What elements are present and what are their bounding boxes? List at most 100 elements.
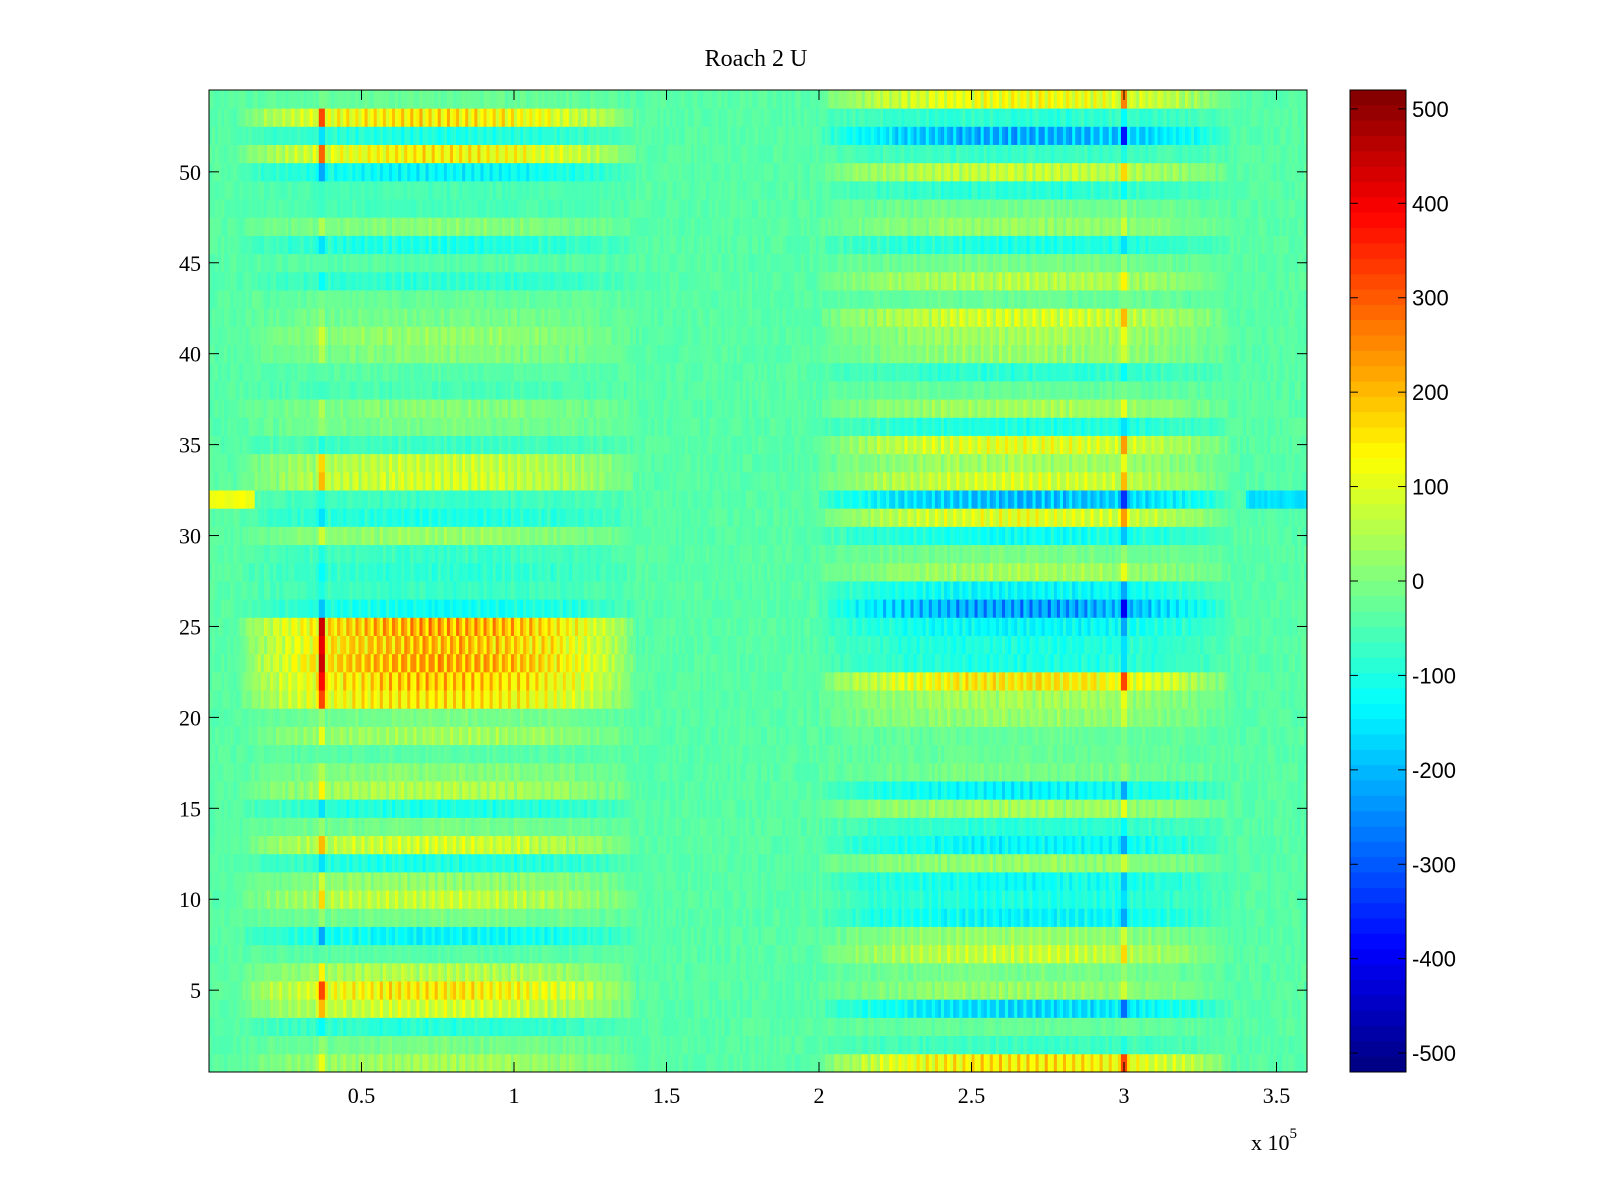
heatmap-cell (1096, 871, 1100, 891)
heatmap-cell (693, 944, 698, 964)
heatmap-cell (297, 1017, 301, 1037)
heatmap-cell (950, 1035, 954, 1055)
heatmap-cell (767, 853, 771, 873)
heatmap-cell (507, 1035, 512, 1055)
heatmap-cell (1120, 926, 1125, 946)
heatmap-cell (739, 1053, 744, 1073)
heatmap-cell (1151, 926, 1155, 946)
heatmap-cell (224, 981, 228, 1000)
heatmap-cell (486, 1017, 490, 1037)
heatmap-cell (636, 1035, 640, 1055)
heatmap-cell (886, 999, 890, 1018)
heatmap-cell (1111, 835, 1116, 855)
heatmap-cell (593, 981, 597, 1000)
heatmap-cell (1069, 853, 1073, 873)
heatmap-cell (1023, 871, 1027, 891)
heatmap-cell (410, 890, 414, 909)
heatmap-cell (428, 1017, 433, 1037)
heatmap-cell (1194, 999, 1198, 1018)
heatmap-cell (1011, 999, 1015, 1018)
heatmap-cell (1300, 999, 1305, 1018)
heatmap-cell (724, 871, 728, 891)
heatmap-cell (273, 1035, 277, 1055)
heatmap-cell (1044, 981, 1049, 1000)
heatmap-cell (831, 908, 835, 927)
heatmap-cell (745, 871, 750, 891)
heatmap-cell (742, 1035, 747, 1055)
heatmap-cell (279, 962, 283, 982)
heatmap-cell (541, 926, 545, 946)
heatmap-cell (1029, 981, 1033, 1000)
heatmap-cell (1151, 962, 1155, 982)
heatmap-cell (453, 1035, 457, 1055)
heatmap-cell (578, 890, 582, 909)
heatmap-cell (492, 999, 497, 1018)
heatmap-cell (1032, 1053, 1036, 1073)
heatmap-cell (1279, 944, 1283, 964)
heatmap-cell (364, 926, 368, 946)
heatmap-cell (1300, 1017, 1305, 1037)
heatmap-cell (1148, 926, 1152, 946)
heatmap-cell (602, 890, 606, 909)
heatmap-cell (1303, 944, 1308, 964)
heatmap-cell (919, 853, 924, 873)
heatmap-cell (1056, 999, 1061, 1018)
heatmap-cell (209, 1035, 213, 1055)
heatmap-cell (446, 871, 451, 891)
heatmap-cell (407, 1035, 411, 1055)
heatmap-cell (883, 1017, 887, 1037)
heatmap-cell (605, 890, 609, 909)
heatmap-cell (535, 890, 539, 909)
heatmap-cell (312, 871, 317, 891)
heatmap-cell (309, 1053, 314, 1073)
heatmap-cell (1096, 999, 1100, 1018)
heatmap-cell (492, 1017, 497, 1037)
heatmap-cell (318, 853, 323, 873)
heatmap-cell (941, 926, 945, 946)
heatmap-cell (849, 817, 853, 836)
heatmap-cell (1117, 944, 1122, 964)
heatmap-cell (1267, 853, 1271, 873)
heatmap-cell (1035, 1035, 1039, 1055)
heatmap-cell (773, 1017, 777, 1037)
heatmap-cell (1133, 1053, 1137, 1073)
heatmap-cell (1291, 981, 1296, 1000)
heatmap-cell (254, 944, 259, 964)
heatmap-cell (846, 1017, 850, 1037)
heatmap-cell (547, 981, 551, 1000)
heatmap-cell (303, 908, 307, 927)
heatmap-cell (419, 999, 423, 1018)
heatmap-cell (1236, 853, 1241, 873)
heatmap-cell (953, 908, 957, 927)
heatmap-cell (571, 871, 576, 891)
heatmap-cell (678, 890, 683, 909)
heatmap-cell (1056, 853, 1061, 873)
heatmap-cell (614, 1035, 619, 1055)
heatmap-cell (520, 853, 524, 873)
heatmap-cell (550, 1053, 555, 1073)
heatmap-cell (761, 944, 765, 964)
heatmap-cell (794, 999, 799, 1018)
heatmap-cell (1124, 962, 1128, 982)
heatmap-cell (995, 908, 1000, 927)
heatmap-cell (233, 962, 237, 982)
heatmap-cell (224, 817, 228, 836)
heatmap-cell (1014, 999, 1018, 1018)
heatmap-cell (1105, 1035, 1110, 1055)
heatmap-cell (745, 817, 750, 836)
heatmap-cell (251, 835, 256, 855)
heatmap-cell (718, 944, 722, 964)
heatmap-cell (632, 890, 637, 909)
heatmap-cell (602, 944, 606, 964)
heatmap-cell (309, 853, 314, 873)
heatmap-cell (523, 1035, 527, 1055)
heatmap-cell (1047, 1017, 1052, 1037)
heatmap-cell (654, 926, 658, 946)
heatmap-cell (1218, 1053, 1222, 1073)
heatmap-cell (605, 944, 609, 964)
heatmap-cell (507, 871, 512, 891)
heatmap-cell (727, 926, 731, 946)
heatmap-cell (288, 1053, 292, 1073)
heatmap-cell (602, 926, 606, 946)
heatmap-cell (474, 835, 478, 855)
